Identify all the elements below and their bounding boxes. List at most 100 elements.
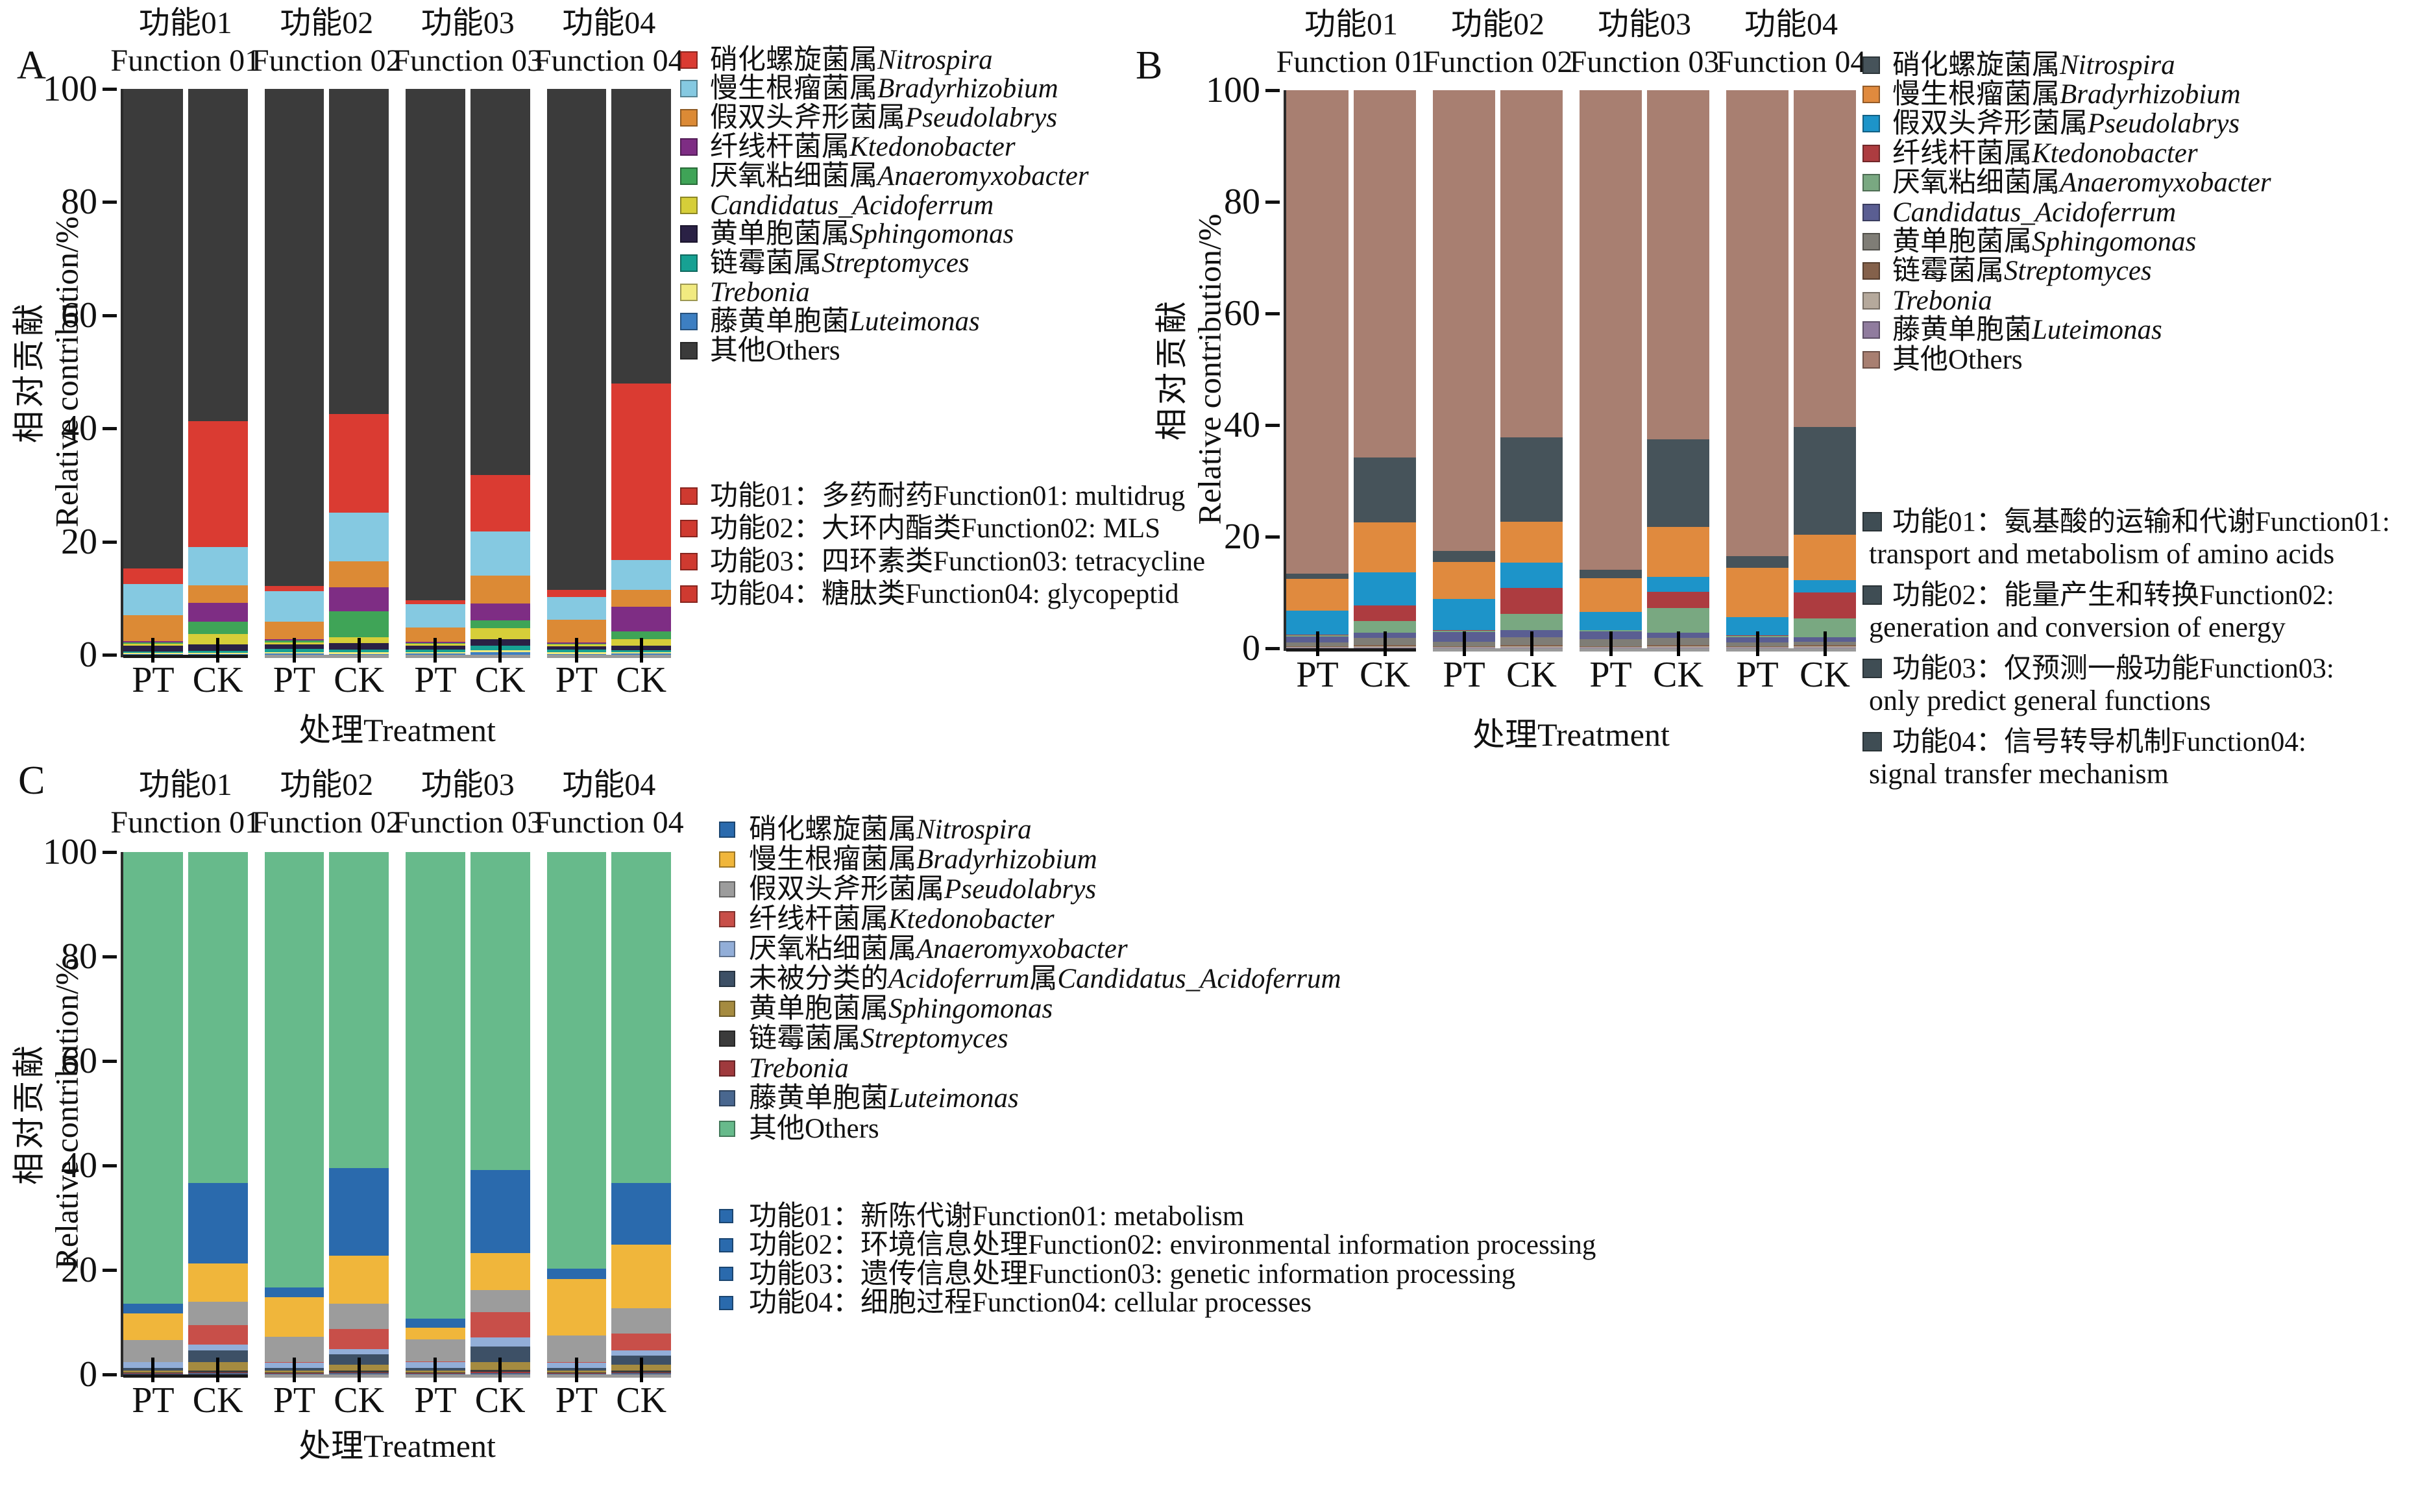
bar-segment [546,852,607,1269]
treatment-label: CK [474,1380,526,1421]
legend-swatch [719,971,735,987]
function-legend-label: 功能01：新陈代谢Function01: metabolism [749,1201,1245,1232]
bar-tick-mark [357,1358,361,1382]
treatment-label: CK [1360,655,1410,695]
bar-segment [123,583,183,615]
bar-segment [188,1302,248,1326]
y-axis-label-a: 相对贡献 Relative contribution/% [11,216,86,527]
bar-segment [329,852,389,1169]
stacked-bar [611,89,671,655]
bar-segment [1580,612,1642,630]
bar-tick-mark [574,638,578,663]
y-tick-label: 80 [61,182,97,223]
stacked-bar [406,89,465,655]
y-tick-label: 20 [1224,517,1260,557]
function-legend-label-line2: only predict general functions [1869,685,2211,716]
bar-segment [188,852,248,1183]
bar-segment [546,597,607,620]
legend-label: 其他Others [710,335,840,366]
legend-swatch [719,1030,735,1047]
y-tick-mark [1265,535,1280,539]
treatment-label: PT [132,660,175,700]
x-axis-baseline [546,655,671,658]
function-legend-item: 功能01：氨基酸的运输和代谢Function01: [1862,506,2390,537]
legend-swatch [680,283,698,301]
stacked-bar [188,852,248,1374]
y-tick-mark [1265,647,1280,650]
stacked-bar [123,852,183,1374]
y-tick-label: 80 [1224,182,1260,222]
bar-segment [1580,90,1642,570]
legend-item: 纤线杆菌属Ktedonobacter [680,132,1016,161]
legend-item: 假双头斧形菌属Pseudolabrys [719,875,1096,903]
y-tick-mark [103,653,117,657]
bar-tick-mark [1462,631,1466,656]
bar-segment [470,531,530,576]
function-legend-label: 功能02：大环内酯类Function02: MLS [710,513,1161,544]
bar-segment [1286,90,1349,574]
x-axis-baseline [406,655,530,658]
treatment-label: PT [132,1380,175,1421]
legend-item: 未被分类的Acidoferrum属Candidatus_Acidoferrum [719,965,1341,994]
bar-segment [329,611,389,637]
legend-label: 硝化螺旋菌属Nitrospira [1892,49,2175,80]
function-legend-label: 功能03：仅预测一般功能Function03: [1892,653,2334,684]
function-legend-label: 功能04：细胞过程Function04: cellular processes [749,1287,1312,1319]
legend-label: 厌氧粘细菌属Anaeromyxobacter [749,933,1128,964]
legend-item: Trebonia [680,278,810,306]
bar-segment [1794,592,1856,618]
bar-segment [1286,573,1349,579]
bar-tick-mark [1823,631,1827,656]
legend-swatch [1862,321,1880,339]
bar-segment [1433,561,1495,600]
bar-segment [1647,608,1709,633]
function-legend-label: 功能01：氨基酸的运输和代谢Function01: [1892,506,2390,537]
legend-swatch [680,225,698,243]
bar-segment [188,421,248,548]
bar-segment [329,587,389,611]
y-axis-label-en: Relative contribution/% [1191,213,1227,525]
bar-tick-mark [1530,631,1533,656]
bar-segment [1726,568,1788,617]
legend-item: 链霉菌属Streptomyces [680,249,970,278]
bar-segment [188,547,248,585]
bar-tick-mark [1755,631,1759,656]
bar-segment [123,852,183,1304]
bar-segment [1354,457,1416,522]
bar-segment [470,1289,530,1313]
bar-segment [470,1337,530,1347]
legend-item: 硝化螺旋菌属Nitrospira [719,815,1032,844]
function-legend-item: 功能01：多药耐药Function01: multidrug [680,480,1185,511]
bar-segment [264,586,324,592]
y-axis-line [121,852,123,1377]
group-header-en: Function 04 [533,43,684,78]
bar-segment [1726,90,1788,557]
stacked-bar [123,89,183,655]
bar-segment [406,604,465,628]
x-axis-baseline [264,655,389,658]
legend-label: 纤线杆菌属Ktedonobacter [1892,138,2198,169]
legend-label: 藤黄单胞菌Luteimonas [1892,315,2162,346]
bar-segment [546,589,607,598]
legend-swatch [680,109,698,127]
y-axis-label-en: Relative contribution/% [48,216,84,528]
function-legend-swatch [1862,512,1882,531]
legend-swatch [680,196,698,214]
bar-segment [1726,556,1788,568]
bar-segment [470,1170,530,1254]
group-header-cn: 功能01 [1304,7,1398,42]
bar-tick-mark [498,638,502,663]
stacked-bar [611,852,671,1374]
bar-segment [188,1350,248,1362]
legend-item: 厌氧粘细菌属Anaeromyxobacter [1862,169,2271,197]
bar-segment [1500,90,1563,437]
bar-segment [1354,522,1416,573]
bar-segment [188,1345,248,1350]
y-tick-mark [103,1164,117,1167]
legend-item: 黄单胞菌属Sphingomonas [719,995,1053,1023]
y-axis-label-cn: 相对贡献 [1153,298,1190,441]
group-header-cn: 功能03 [421,768,515,802]
bar-segment [1354,572,1416,605]
bar-tick-mark [1315,631,1319,656]
legend-label: 纤线杆菌属Ktedonobacter [749,903,1055,934]
